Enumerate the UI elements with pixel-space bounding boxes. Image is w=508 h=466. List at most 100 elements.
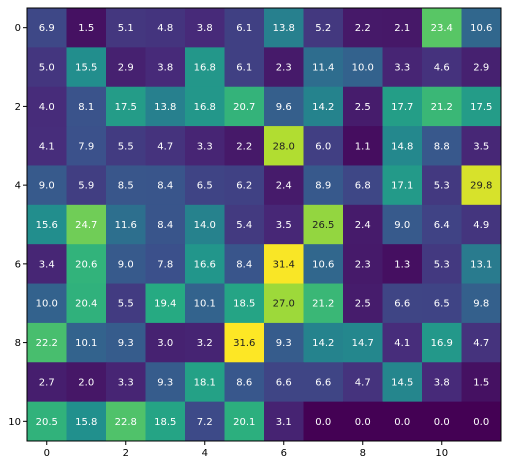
cell-value-label: 5.3 (434, 181, 450, 192)
heatmap-cell (303, 244, 344, 285)
cell-value-label: 5.2 (315, 23, 331, 34)
cell-value-label: 28.0 (273, 141, 295, 152)
cell-value-label: 5.0 (39, 63, 55, 74)
heatmap-cell (27, 204, 67, 245)
cell-value-label: 9.0 (394, 220, 410, 231)
heatmap-cell (27, 362, 67, 403)
heatmap-cell (422, 86, 462, 127)
heatmap-cell (382, 165, 423, 206)
heatmap-cell (382, 322, 423, 363)
cell-value-label: 9.0 (39, 181, 55, 192)
cell-value-label: 31.4 (273, 259, 295, 270)
cell-value-label: 14.2 (312, 338, 334, 349)
cell-value-label: 3.1 (276, 417, 292, 428)
heatmap-cell (382, 244, 423, 285)
cell-value-label: 0.0 (355, 417, 371, 428)
cell-value-label: 16.8 (194, 63, 216, 74)
cell-value-label: 6.9 (39, 23, 55, 34)
heatmap-cell (106, 283, 146, 324)
heatmap-cell (66, 204, 107, 245)
heatmap-cell (27, 165, 67, 206)
heatmap-cell (66, 8, 107, 48)
cell-value-label: 2.4 (355, 220, 371, 231)
x-axis: 0 2 4 6 8 10 (44, 441, 448, 459)
heatmap-cell (343, 86, 383, 127)
heatmap-cell (343, 204, 383, 245)
cell-value-label: 10.6 (312, 259, 334, 270)
heatmap-cell (303, 86, 344, 127)
heatmap-cell (27, 244, 67, 285)
heatmap-cell (224, 362, 265, 403)
heatmap-cell (264, 401, 304, 442)
heatmap-cell (303, 165, 344, 206)
cell-value-label: 3.5 (276, 220, 292, 231)
heatmap-cell (27, 283, 67, 324)
cell-value-label: 2.3 (276, 63, 292, 74)
heatmap-cell (27, 401, 67, 442)
cell-value-label: 20.6 (75, 259, 97, 270)
cell-value-label: 1.5 (78, 23, 94, 34)
cell-value-label: 3.8 (157, 63, 173, 74)
heatmap-cell (343, 8, 383, 48)
heatmap-cell (185, 47, 225, 88)
cell-value-label: 13.8 (273, 23, 295, 34)
heatmap-cell (185, 401, 225, 442)
heatmap-cell (264, 362, 304, 403)
cell-value-label: 9.3 (118, 338, 134, 349)
cell-value-label: 26.5 (312, 220, 334, 231)
heatmap-cell (422, 8, 462, 48)
cell-value-label: 10.1 (75, 338, 97, 349)
cell-value-label: 5.5 (118, 141, 134, 152)
cell-value-label: 8.4 (236, 259, 252, 270)
cell-value-label: 6.6 (315, 377, 331, 388)
heatmap-cell (27, 86, 67, 127)
heatmap-cell (185, 165, 225, 206)
cell-value-label: 14.2 (312, 102, 334, 113)
cell-value-label: 3.2 (197, 338, 213, 349)
heatmap-cell (106, 322, 146, 363)
heatmap-cell (145, 362, 186, 403)
cell-value-label: 16.9 (431, 338, 453, 349)
heatmap-cell (382, 401, 423, 442)
heatmap-cell (145, 8, 186, 48)
cell-value-label: 2.9 (473, 63, 489, 74)
cell-value-label: 9.6 (276, 102, 292, 113)
cell-value-label: 20.4 (75, 299, 97, 310)
cell-value-label: 17.7 (391, 102, 413, 113)
heatmap-cell (66, 126, 107, 166)
cell-value-label: 8.5 (118, 181, 134, 192)
cell-value-label: 15.5 (75, 63, 97, 74)
heatmap-cell (224, 86, 265, 127)
heatmap-cell (145, 126, 186, 166)
heatmap-cell (382, 126, 423, 166)
heatmap-cell (106, 86, 146, 127)
cell-value-label: 18.5 (233, 299, 255, 310)
heatmap-cell (145, 204, 186, 245)
heatmap-cell (461, 204, 502, 245)
cell-value-label: 3.3 (197, 141, 213, 152)
cell-value-label: 3.0 (157, 338, 173, 349)
cell-value-label: 6.2 (236, 181, 252, 192)
cell-value-label: 2.0 (78, 377, 94, 388)
cell-value-label: 6.5 (197, 181, 213, 192)
heatmap-cell (303, 8, 344, 48)
heatmap-cell (224, 126, 265, 166)
cell-value-label: 23.4 (431, 23, 453, 34)
heatmap-cell (422, 362, 462, 403)
heatmap-cell (422, 126, 462, 166)
cell-value-label: 5.4 (236, 220, 252, 231)
cell-value-label: 3.8 (197, 23, 213, 34)
cell-value-label: 20.5 (36, 417, 58, 428)
heatmap-cell (303, 126, 344, 166)
heatmap-cell (185, 86, 225, 127)
cell-value-label: 31.6 (233, 338, 255, 349)
cell-value-label: 2.3 (355, 259, 371, 270)
heatmap-cell (264, 322, 304, 363)
cell-value-label: 1.5 (473, 377, 489, 388)
heatmap-cell (224, 401, 265, 442)
cell-value-label: 2.2 (355, 23, 371, 34)
cell-value-label: 2.2 (236, 141, 252, 152)
cell-value-label: 6.6 (276, 377, 292, 388)
heatmap-cell (145, 165, 186, 206)
cell-value-label: 2.4 (276, 181, 292, 192)
